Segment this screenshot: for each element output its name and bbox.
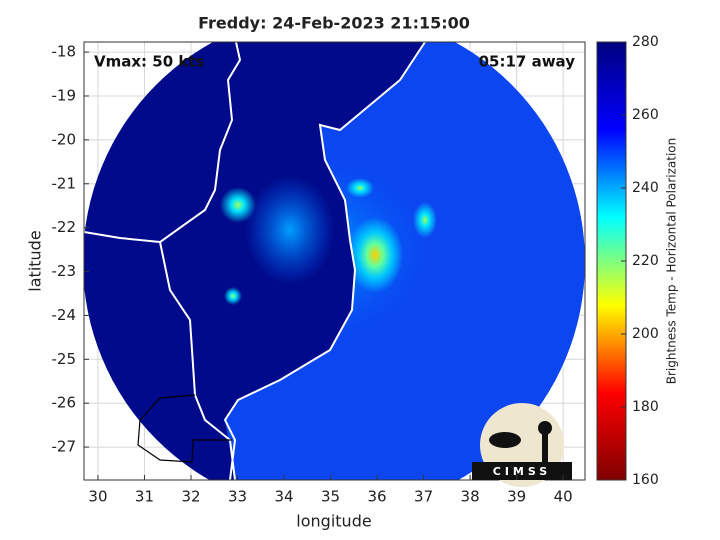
plot-frame — [83, 41, 586, 481]
annotation: 05:17 away — [479, 53, 576, 71]
border-line — [84, 231, 161, 243]
colorbar-tick-label: 240 — [632, 180, 659, 196]
y-tick-label: -26 — [52, 394, 77, 412]
logo-text: CIMSS — [493, 465, 551, 478]
y-axis-label: latitude — [26, 230, 45, 291]
coastline — [223, 42, 426, 480]
storm-cell — [346, 178, 374, 198]
chart-title: Freddy: 24-Feb-2023 21:15:00 — [198, 14, 470, 33]
colorbar-tick-label: 280 — [632, 34, 659, 50]
y-tick-label: -24 — [52, 306, 77, 324]
x-tick-label: 32 — [181, 488, 200, 506]
border-line — [158, 42, 242, 480]
x-axis-label: longitude — [296, 512, 371, 531]
logo-tank — [538, 421, 552, 435]
y-tick-label: -23 — [52, 262, 77, 280]
colorbar-tick-label: 160 — [632, 472, 659, 488]
x-tick-label: 34 — [274, 488, 293, 506]
y-tick-label: -20 — [52, 130, 77, 148]
colorbar-tick-label: 260 — [632, 107, 659, 123]
x-tick-label: 30 — [88, 488, 107, 506]
colorbar-tick-label: 200 — [632, 326, 659, 342]
logo: CIMSS — [472, 403, 572, 487]
y-tick-label: -21 — [52, 174, 77, 192]
x-tick-label: 33 — [228, 488, 247, 506]
y-tick-label: -27 — [52, 438, 77, 456]
x-tick-label: 38 — [461, 488, 480, 506]
annotation: Vmax: 50 kts — [94, 53, 204, 71]
storm-cell — [224, 287, 242, 305]
logo-dish — [489, 432, 521, 448]
border-line — [137, 394, 232, 463]
x-tick-label: 35 — [321, 488, 340, 506]
y-tick-label: -25 — [52, 350, 77, 368]
logo-base — [472, 462, 572, 480]
x-tick-label: 36 — [368, 488, 387, 506]
x-tick-label: 31 — [135, 488, 154, 506]
radar-image — [84, 42, 585, 480]
colorbar-tick-label: 220 — [632, 253, 659, 269]
logo-tower — [542, 430, 548, 462]
x-tick-label: 39 — [507, 488, 526, 506]
storm-band — [245, 175, 335, 285]
x-tick-label: 37 — [414, 488, 433, 506]
storm-cell — [413, 202, 437, 238]
storm-core — [347, 217, 403, 293]
colorbar-label: Brightness Temp - Horizontal Polarizatio… — [665, 138, 679, 385]
y-tick-label: -19 — [52, 86, 77, 104]
y-tick-label: -18 — [52, 43, 77, 61]
colorbar-tick-label: 180 — [632, 399, 659, 415]
y-tick-label: -22 — [52, 218, 77, 236]
x-tick-label: 40 — [554, 488, 573, 506]
